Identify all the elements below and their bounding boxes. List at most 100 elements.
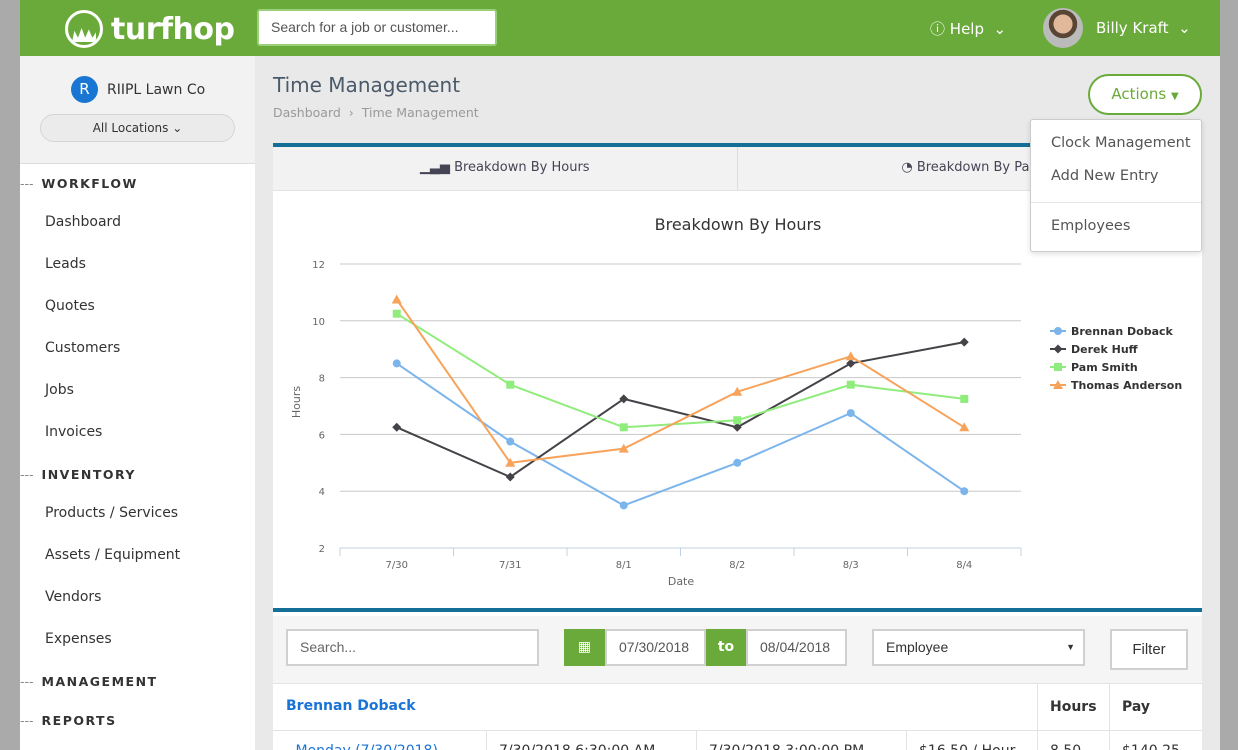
location-label: All Locations — [92, 121, 169, 135]
legend-marker-pam-smith — [1054, 363, 1062, 371]
data-point-thomas-anderson — [391, 294, 402, 304]
series-line-brennan-doback — [396, 362, 965, 507]
caret-down-icon: ▼ — [1170, 91, 1179, 102]
data-point-brennan-doback — [846, 409, 855, 418]
data-point-brennan-doback — [733, 458, 742, 467]
bar-chart-icon: ▁▃▅ — [419, 160, 450, 175]
y-tick-label: 4 — [319, 487, 325, 498]
help-label: Help — [949, 20, 984, 38]
sidebar-item-assets-equipment[interactable]: Assets / Equipment — [45, 547, 181, 563]
data-point-derek-huff — [846, 358, 856, 368]
table-row: - Monday (7/30/2018) 7/30/2018 6:30:00 A… — [273, 731, 1202, 750]
hours-line-chart: Breakdown By Hours Date Hours 2 4 6 8 10 12 7/… — [290, 215, 1182, 588]
pay: $140.25 — [1109, 731, 1180, 750]
actions-button[interactable]: Actions ▼ — [1088, 74, 1202, 115]
rate: $16.50 / Hour — [906, 731, 1015, 750]
logo[interactable]: turfhop — [65, 10, 235, 48]
section-management[interactable]: MANAGEMENT — [20, 674, 158, 689]
x-tick-label: 7/31 — [499, 560, 521, 571]
data-point-thomas-anderson — [618, 443, 629, 453]
data-point-brennan-doback — [506, 437, 515, 446]
x-tick-label: 7/30 — [386, 560, 408, 571]
legend-label-pam-smith: Pam Smith — [1071, 361, 1138, 374]
section-reports[interactable]: REPORTS — [20, 713, 117, 728]
breadcrumb-current: Time Management — [361, 105, 479, 120]
data-point-pam-smith — [392, 309, 401, 318]
top-bar: turfhop Search for a job or customer... … — [20, 0, 1220, 56]
sidebar-item-customers[interactable]: Customers — [45, 340, 121, 356]
chevron-down-icon: ⌄ — [172, 121, 183, 135]
x-tick-label: 8/3 — [843, 560, 859, 571]
x-tick-label: 8/4 — [956, 560, 972, 571]
sidebar-item-expenses[interactable]: Expenses — [45, 631, 112, 647]
filter-button[interactable]: Filter — [1110, 629, 1188, 670]
start-date-input[interactable]: 07/30/2018 — [605, 629, 706, 666]
x-axis-label: Date — [668, 575, 695, 588]
calendar-icon[interactable]: ▦ — [564, 629, 605, 666]
sidebar-item-invoices[interactable]: Invoices — [45, 424, 103, 440]
employee-select[interactable]: Employee ▼ — [872, 629, 1085, 666]
section-inventory[interactable]: INVENTORY — [20, 467, 136, 482]
sidebar-item-dashboard[interactable]: Dashboard — [45, 214, 121, 230]
grass-logo-icon — [65, 10, 103, 48]
pay-header: Pay — [1109, 684, 1150, 730]
y-axis-label: Hours — [290, 386, 303, 418]
x-tick-label: 8/1 — [616, 560, 632, 571]
time-entries-card: Search... ▦ 07/30/2018 to 08/04/2018 Emp… — [273, 608, 1202, 750]
sidebar-item-leads[interactable]: Leads — [45, 256, 86, 272]
search-input[interactable]: Search... — [286, 629, 539, 666]
caret-down-icon: ▼ — [1066, 642, 1075, 652]
menu-item-clock-management[interactable]: Clock Management — [1051, 135, 1191, 151]
menu-item-employees[interactable]: Employees — [1051, 218, 1131, 234]
chevron-right-icon: › — [348, 105, 354, 120]
org-name: RIIPL Lawn Co — [107, 81, 206, 98]
page-title: Time Management — [273, 73, 461, 97]
day-link[interactable]: - Monday (7/30/2018) — [286, 731, 438, 750]
filter-row: Search... ▦ 07/30/2018 to 08/04/2018 Emp… — [273, 616, 1202, 684]
data-point-thomas-anderson — [505, 457, 516, 467]
sidebar-item-quotes[interactable]: Quotes — [45, 298, 95, 314]
help-menu[interactable]: ⓘ Help ⌄ — [930, 18, 1006, 39]
data-point-pam-smith — [733, 416, 742, 425]
section-workflow[interactable]: WORKFLOW — [20, 176, 138, 191]
avatar — [1043, 8, 1083, 48]
sidebar-item-jobs[interactable]: Jobs — [45, 382, 74, 398]
end-date-input[interactable]: 08/04/2018 — [746, 629, 847, 666]
data-point-thomas-anderson — [732, 386, 743, 396]
x-tick-label: 8/2 — [729, 560, 745, 571]
to-label: to — [706, 629, 746, 666]
data-point-pam-smith — [960, 394, 969, 403]
org-avatar: R — [71, 76, 98, 103]
question-icon: ⓘ — [930, 20, 946, 38]
data-point-derek-huff — [505, 472, 515, 482]
app: turfhop Search for a job or customer... … — [20, 0, 1220, 750]
tab-breakdown-hours[interactable]: ▁▃▅ Breakdown By Hours — [273, 147, 738, 190]
data-point-brennan-doback — [619, 501, 628, 510]
location-select[interactable]: All Locations ⌄ — [40, 114, 235, 142]
tab-label: Breakdown By Pay — [916, 160, 1038, 175]
legend-label-derek-huff: Derek Huff — [1071, 343, 1138, 356]
sidebar-item-vendors[interactable]: Vendors — [45, 589, 102, 605]
logo-text: turfhop — [111, 11, 235, 47]
global-search-input[interactable]: Search for a job or customer... — [257, 9, 497, 46]
chevron-down-icon: ⌄ — [1178, 19, 1191, 37]
series-line-derek-huff — [396, 341, 965, 479]
employee-select-value: Employee — [886, 639, 949, 655]
data-point-derek-huff — [732, 422, 742, 432]
tab-label: Breakdown By Hours — [454, 160, 590, 175]
sidebar-item-products-services[interactable]: Products / Services — [45, 505, 179, 521]
y-tick-label: 2 — [319, 544, 325, 555]
legend-label-thomas-anderson: Thomas Anderson — [1071, 379, 1182, 392]
y-tick-label: 8 — [319, 374, 325, 385]
employee-link[interactable]: Brennan Doback — [286, 698, 416, 714]
menu-item-add-new-entry[interactable]: Add New Entry — [1051, 168, 1159, 184]
breadcrumb-dashboard[interactable]: Dashboard — [273, 105, 341, 120]
legend-label-brennan-doback: Brennan Doback — [1071, 325, 1174, 338]
chart-title: Breakdown By Hours — [655, 215, 822, 234]
data-point-thomas-anderson — [959, 422, 970, 432]
user-menu[interactable]: Billy Kraft ⌄ — [1043, 8, 1191, 48]
data-point-brennan-doback — [392, 359, 401, 368]
breadcrumb: Dashboard › Time Management — [273, 105, 479, 120]
clock-in: 7/30/2018 6:30:00 AM — [486, 731, 655, 750]
